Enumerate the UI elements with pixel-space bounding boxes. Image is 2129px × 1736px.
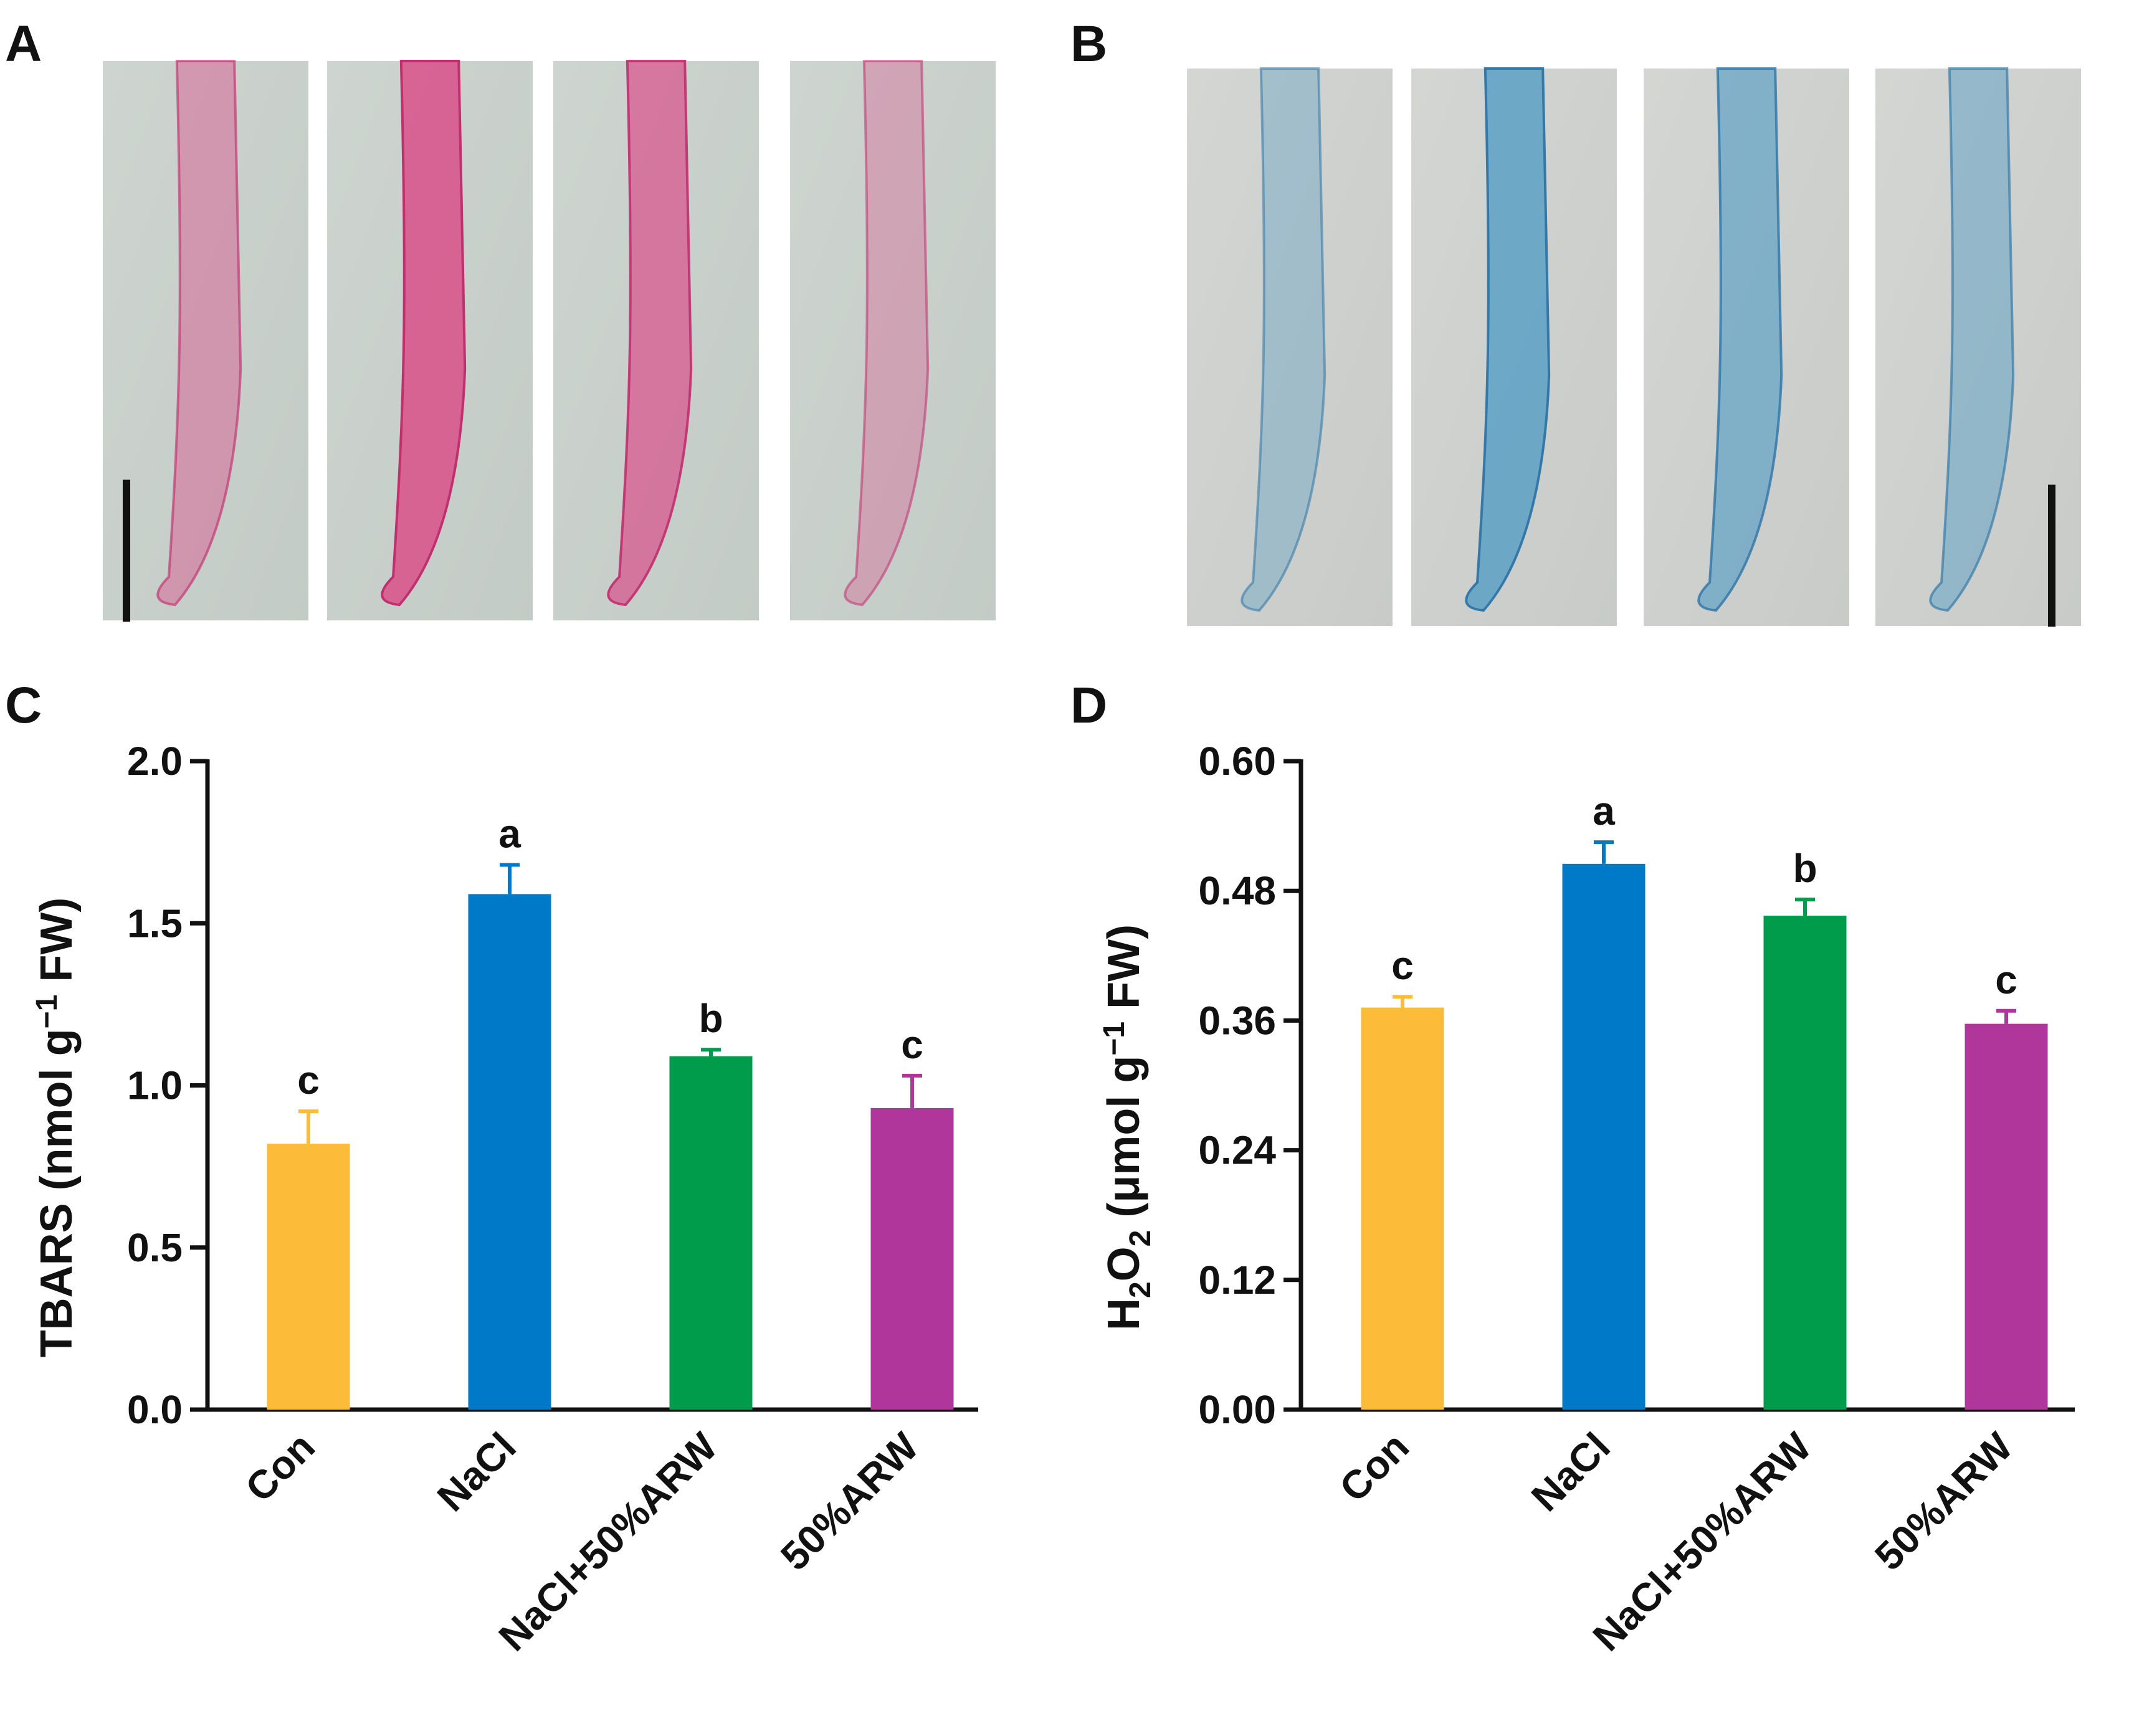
b-root-3	[1698, 69, 1782, 610]
panel-letter-c: C	[5, 677, 42, 734]
panel-letter-b: B	[1070, 16, 1107, 72]
panel-letter-a: A	[5, 16, 42, 72]
chart-d-category-label: 50%ARW	[1866, 1424, 2021, 1579]
chart-c-category-label: 50%ARW	[772, 1424, 927, 1579]
b-photo-1	[1187, 67, 1393, 626]
a-photo-2	[327, 60, 533, 620]
chart-d-ytick-label: 0.60	[1198, 739, 1276, 784]
chart-d-category-label: NaCl	[1523, 1424, 1619, 1520]
b-root-1	[1242, 69, 1325, 610]
photo-row-b	[1187, 67, 2081, 627]
b-root-2	[1466, 69, 1550, 610]
chart-d-category-label: NaCl+50%ARW	[1584, 1424, 1821, 1660]
chart-c-ytick-label: 1.0	[127, 1063, 183, 1108]
chart-d: c a b c 0.00 0.12 0.24 0.36 0.48 0.60 Con NaClNaC…	[1098, 739, 2075, 1659]
chart-d-bar	[1965, 1023, 2048, 1410]
chart-c-category-label: Con	[237, 1424, 323, 1511]
chart-c-ytick-label: 0.5	[127, 1225, 183, 1270]
scale-bar-b	[2048, 485, 2055, 627]
chart-d-significance-letter: c	[1391, 943, 1414, 988]
chart-c-significance-letter: b	[698, 996, 723, 1041]
chart-c-category-label: NaCl	[429, 1424, 525, 1520]
chart-d-ytick-label: 0.00	[1198, 1387, 1276, 1432]
chart-c-category-label: NaCl+50%ARW	[490, 1424, 726, 1660]
chart-d-ytick-label: 0.12	[1198, 1258, 1276, 1302]
a-root-2	[382, 61, 465, 605]
chart-c-ytick-label: 0.0	[127, 1387, 183, 1432]
a-root-1	[158, 61, 241, 605]
chart-d-yticks: 0.00 0.12 0.24 0.36 0.48 0.60	[1198, 739, 1301, 1432]
chart-c-significance-letter: c	[901, 1022, 923, 1067]
chart-c-ytick-label: 1.5	[127, 901, 183, 946]
chart-c-bar	[669, 1056, 753, 1410]
chart-c-ylabel: TBARS (nmol g−1 FW)	[31, 898, 82, 1358]
scale-bar-a	[123, 480, 130, 622]
chart-d-significance-letter: a	[1593, 789, 1615, 833]
chart-c-significance-letter: c	[297, 1058, 320, 1103]
b-root-4	[1930, 69, 2014, 610]
chart-d-ylabel: H2O2 (μmol g−1 FW)	[1098, 924, 1157, 1330]
chart-d-bar	[1361, 1007, 1444, 1410]
a-photo-4	[790, 60, 996, 620]
panel-letter-d: D	[1070, 677, 1107, 734]
chart-d-bar	[1763, 916, 1847, 1410]
chart-d-significance-letter: b	[1793, 846, 1817, 891]
chart-d-ytick-label: 0.48	[1198, 868, 1276, 913]
b-photo-2	[1411, 67, 1617, 626]
chart-c-bars: c a b c	[205, 759, 978, 1412]
chart-c-bar	[870, 1108, 954, 1410]
b-photo-3	[1644, 67, 1849, 626]
photo-row-a	[103, 60, 996, 622]
chart-c-bar	[468, 894, 551, 1410]
a-photo-1	[103, 60, 308, 620]
chart-d-category-label: Con	[1331, 1424, 1417, 1511]
chart-d-bar	[1562, 863, 1646, 1410]
chart-c-yticks: 0.0 0.5 1.0 1.5 2.0	[127, 739, 207, 1432]
a-root-4	[845, 61, 928, 605]
a-photo-3	[553, 60, 759, 620]
b-photo-4	[1875, 67, 2081, 626]
chart-d-ytick-label: 0.36	[1198, 998, 1276, 1043]
a-root-3	[608, 61, 692, 605]
chart-c-bar	[267, 1144, 350, 1410]
chart-d-bars: c a b c	[1298, 759, 2075, 1412]
chart-c-significance-letter: a	[498, 812, 521, 856]
chart-d-ytick-label: 0.24	[1198, 1128, 1276, 1173]
chart-c-ytick-label: 2.0	[127, 739, 183, 784]
chart-d-significance-letter: c	[1995, 957, 2017, 1002]
